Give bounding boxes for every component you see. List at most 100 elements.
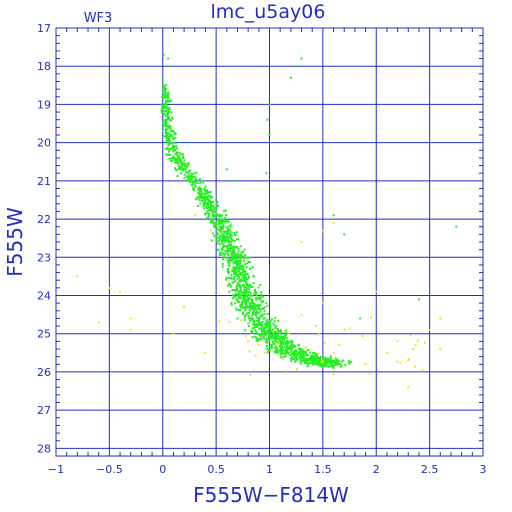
main-point	[180, 161, 183, 164]
main-point	[330, 359, 333, 362]
main-point	[255, 331, 258, 334]
main-point	[216, 237, 219, 240]
main-point	[235, 267, 237, 270]
main-point	[247, 284, 250, 287]
main-point	[257, 305, 260, 308]
main-point	[199, 196, 202, 199]
main-point	[249, 307, 252, 310]
main-point	[283, 338, 286, 341]
main-point	[173, 161, 176, 164]
main-point	[209, 194, 212, 197]
main-point	[297, 352, 300, 355]
main-point	[205, 190, 208, 193]
secondary-point	[247, 340, 250, 343]
main-point	[272, 322, 275, 325]
main-point	[325, 360, 328, 363]
main-point	[277, 330, 280, 333]
main-point	[168, 150, 170, 153]
main-point	[192, 188, 195, 191]
main-point	[229, 250, 232, 253]
main-point	[235, 273, 237, 276]
main-point	[227, 259, 230, 262]
main-point	[242, 269, 245, 272]
main-point	[174, 136, 177, 139]
main-point	[220, 242, 223, 245]
main-point	[268, 338, 270, 340]
main-point	[239, 245, 242, 248]
main-point	[253, 321, 256, 324]
main-point	[234, 271, 237, 274]
main-point	[239, 255, 242, 258]
main-point	[236, 294, 239, 297]
main-point	[167, 148, 170, 151]
main-point	[228, 228, 231, 231]
main-point	[216, 227, 219, 230]
main-point	[240, 272, 243, 275]
main-point	[169, 127, 172, 130]
main-point	[267, 336, 270, 339]
main-point	[276, 335, 279, 338]
main-point	[183, 173, 186, 176]
main-point	[238, 270, 241, 273]
main-point	[319, 365, 322, 368]
main-point	[233, 239, 236, 242]
main-point	[306, 365, 309, 368]
main-point	[283, 336, 285, 339]
main-point	[288, 346, 291, 349]
secondary-point	[188, 164, 191, 167]
main-point	[233, 262, 236, 265]
main-point	[280, 340, 283, 343]
main-point	[336, 363, 339, 366]
main-point	[290, 339, 293, 342]
main-point	[327, 365, 330, 368]
main-point	[167, 99, 170, 102]
main-point	[235, 231, 238, 234]
main-point	[168, 118, 171, 121]
main-point	[224, 230, 227, 233]
main-point	[244, 329, 247, 332]
main-point	[207, 206, 210, 208]
main-point	[218, 238, 221, 241]
x-axis-ticks: −1 −0.5 0 0.5 1 1.5 2 2.5 3	[48, 28, 487, 476]
main-point	[241, 301, 243, 304]
main-point	[200, 190, 202, 192]
main-point	[330, 364, 333, 367]
main-point	[163, 106, 166, 109]
main-point	[208, 199, 211, 202]
main-point	[231, 254, 234, 257]
main-point	[299, 358, 302, 361]
main-point	[336, 360, 338, 363]
secondary-point	[209, 229, 212, 232]
main-point	[261, 329, 264, 332]
main-point	[237, 309, 240, 311]
main-point	[162, 87, 164, 90]
main-point	[264, 340, 267, 343]
main-point	[228, 282, 231, 285]
main-point	[340, 360, 343, 363]
main-point	[173, 158, 176, 161]
main-point	[237, 238, 240, 241]
main-point	[196, 182, 199, 185]
main-point	[224, 237, 226, 240]
main-point	[164, 90, 167, 93]
main-point	[292, 350, 295, 353]
main-point	[183, 177, 186, 180]
main-point	[258, 338, 261, 341]
secondary-point	[218, 320, 221, 323]
y-tick-label: 17	[37, 22, 51, 35]
main-point	[318, 363, 320, 366]
main-point	[182, 163, 185, 166]
main-point	[162, 107, 165, 110]
main-point	[237, 247, 240, 250]
main-point	[219, 215, 222, 218]
main-point	[228, 290, 231, 293]
main-point	[220, 254, 223, 256]
main-point	[218, 253, 221, 256]
main-point	[240, 279, 243, 282]
main-point	[215, 221, 218, 224]
main-point	[255, 323, 258, 326]
main-point	[237, 250, 240, 253]
main-point	[222, 230, 225, 233]
main-point	[315, 352, 318, 355]
main-point	[162, 104, 165, 107]
